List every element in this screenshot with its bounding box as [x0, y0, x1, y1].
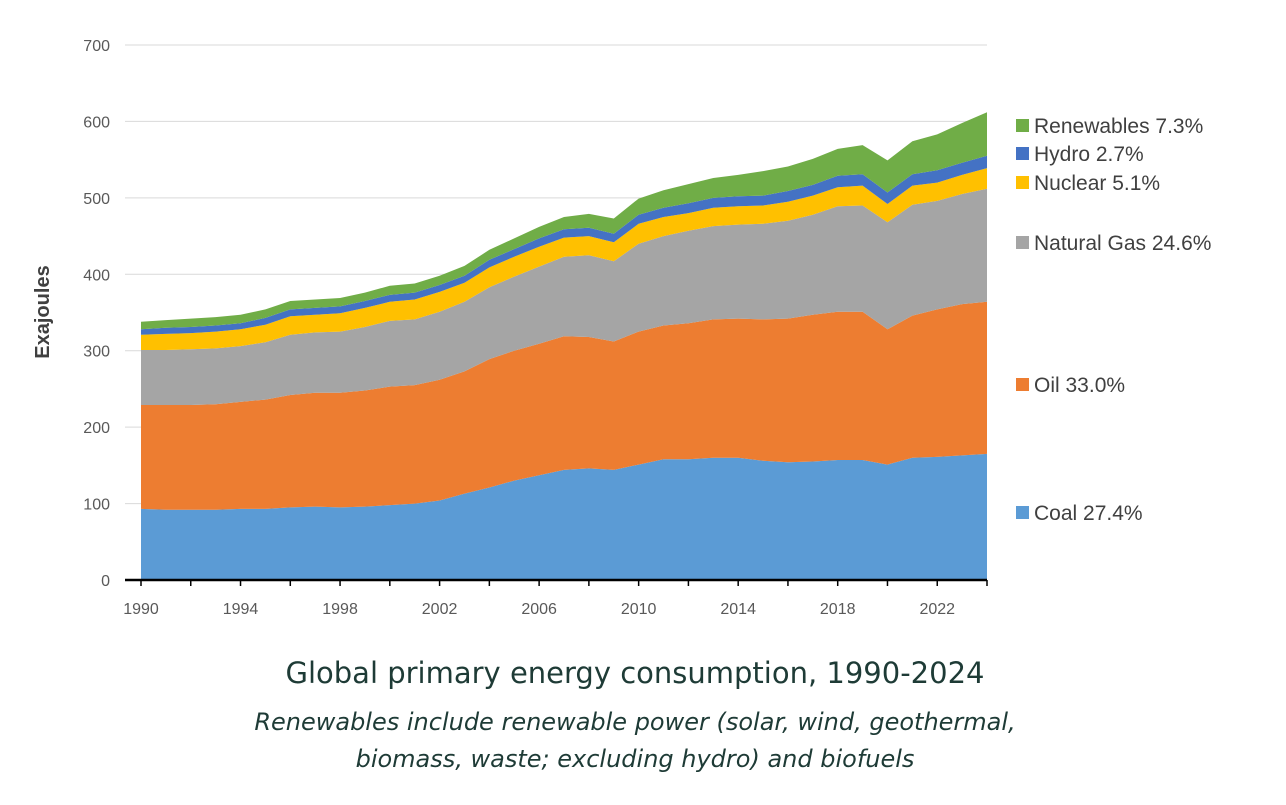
area-renewables [141, 112, 987, 330]
x-tick-label: 2006 [521, 601, 557, 618]
y-tick-label: 400 [83, 267, 110, 284]
legend-swatch [1016, 147, 1029, 160]
chart-subtitle: Renewables include renewable power (sola… [0, 704, 1270, 778]
area-nuclear [141, 168, 987, 350]
y-tick-label: 600 [83, 114, 110, 131]
y-axis-label: Exajoules [32, 265, 54, 358]
subtitle-line-2: biomass, waste; excluding hydro) and bio… [355, 745, 915, 773]
x-tick-label: 2014 [720, 601, 756, 618]
y-tick-labels: 0 100 200 300 400 500 600 700 [83, 38, 110, 590]
x-tick-label: 1994 [223, 601, 259, 618]
legend-label: Coal 27.4% [1034, 502, 1143, 525]
legend-item-coal: Coal 27.4% [1016, 502, 1143, 525]
y-tick-label: 100 [83, 497, 110, 514]
legend-swatch [1016, 176, 1029, 189]
area-hydro [141, 155, 987, 335]
x-tick-label: 2002 [422, 601, 458, 618]
axes [125, 578, 988, 586]
area-oil [141, 301, 987, 510]
x-tick-label: 1990 [123, 601, 159, 618]
legend-item-renewables: Renewables 7.3% [1016, 115, 1203, 138]
y-tick-label: 300 [83, 344, 110, 361]
area-coal [141, 453, 987, 580]
energy-area-chart: 0 100 200 300 400 500 600 700 1990 1994 1998 2002 2… [32, 38, 1211, 618]
x-tick-label: 2018 [820, 601, 856, 618]
legend-swatch [1016, 506, 1029, 519]
y-tick-label: 700 [83, 38, 110, 55]
subtitle-line-1: Renewables include renewable power (sola… [254, 708, 1016, 736]
legend-label: Natural Gas 24.6% [1034, 232, 1211, 255]
y-tick-label: 500 [83, 191, 110, 208]
x-tick-label: 2022 [919, 601, 955, 618]
legend-item-nuclear: Nuclear 5.1% [1016, 172, 1160, 195]
legend-label: Hydro 2.7% [1034, 143, 1144, 166]
legend-item-hydro: Hydro 2.7% [1016, 143, 1144, 166]
x-tick-label: 1998 [322, 601, 358, 618]
stacked-areas [141, 112, 987, 580]
legend-item-natural-gas: Natural Gas 24.6% [1016, 232, 1211, 255]
area-natural-gas [141, 188, 987, 405]
x-tick-label: 2010 [621, 601, 657, 618]
legend-label: Oil 33.0% [1034, 374, 1125, 397]
legend: Coal 27.4% Oil 33.0% Natural Gas 24.6% Nucl… [1016, 115, 1211, 525]
chart-title: Global primary energy consumption, 1990-… [285, 656, 985, 690]
legend-swatch [1016, 378, 1029, 391]
y-tick-label: 0 [101, 573, 110, 590]
y-tick-label: 200 [83, 420, 110, 437]
legend-label: Renewables 7.3% [1034, 115, 1203, 138]
legend-swatch [1016, 119, 1029, 132]
legend-swatch [1016, 236, 1029, 249]
legend-item-oil: Oil 33.0% [1016, 374, 1125, 397]
x-tick-labels: 1990 1994 1998 2002 2006 2010 2014 2018 2022 [123, 601, 955, 618]
legend-label: Nuclear 5.1% [1034, 172, 1160, 195]
